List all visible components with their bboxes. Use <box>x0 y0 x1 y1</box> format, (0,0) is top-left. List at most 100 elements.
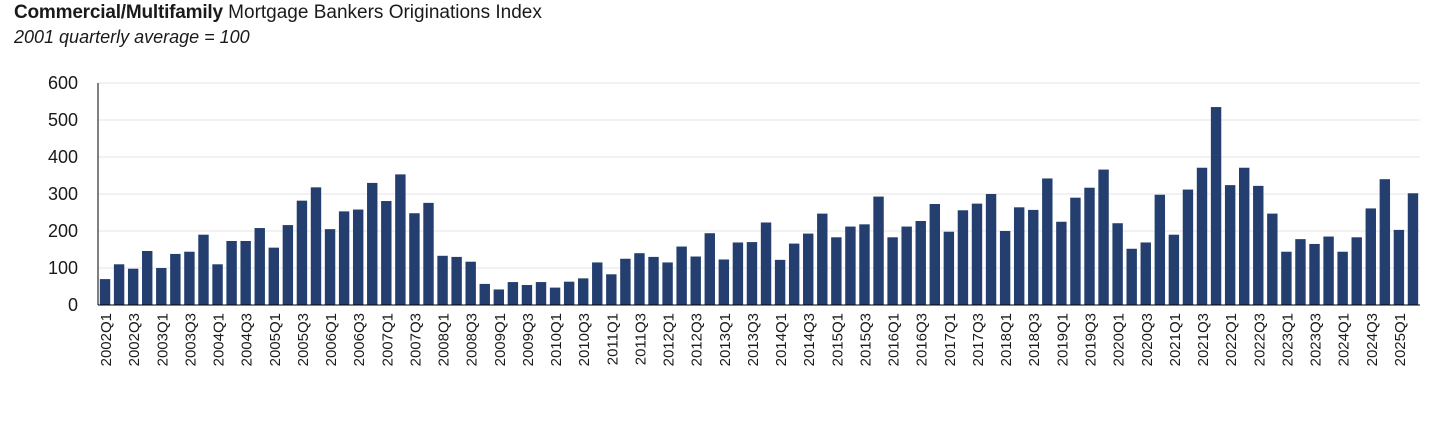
x-tick-label: 2024Q3 <box>1364 313 1381 366</box>
bar <box>662 262 673 305</box>
y-tick-label: 200 <box>48 221 78 241</box>
bar <box>212 264 223 305</box>
bar <box>887 237 898 305</box>
bar <box>732 242 744 305</box>
x-tick-label: 2011Q3 <box>633 313 650 365</box>
bar <box>127 268 139 305</box>
x-tick-label: 2024Q1 <box>1336 313 1353 366</box>
x-tick-label: 2010Q3 <box>576 313 593 366</box>
x-tick-label: 2007Q3 <box>407 313 424 366</box>
bar <box>957 210 969 305</box>
x-tick-label: 2005Q3 <box>295 313 312 366</box>
bar <box>1013 207 1025 305</box>
bar <box>395 174 406 305</box>
bar <box>324 229 336 305</box>
x-tick-label: 2008Q3 <box>464 313 481 366</box>
y-tick-label: 500 <box>48 110 78 130</box>
y-tick-label: 400 <box>48 147 78 167</box>
x-tick-label: 2020Q3 <box>1139 313 1156 366</box>
bar <box>409 213 420 305</box>
x-tick-label: 2006Q1 <box>323 313 340 366</box>
bar <box>198 234 209 305</box>
bar <box>774 259 786 305</box>
bar <box>1084 187 1095 305</box>
bar <box>985 194 997 305</box>
bar <box>282 225 294 305</box>
bar <box>845 226 856 305</box>
bar <box>1337 251 1348 305</box>
bar <box>1196 167 1208 305</box>
x-tick-label: 2022Q3 <box>1251 313 1268 366</box>
bar <box>901 226 912 305</box>
bar <box>746 242 758 305</box>
y-tick-label: 100 <box>48 258 78 278</box>
x-tick-label: 2025Q1 <box>1392 313 1409 366</box>
x-tick-label: 2014Q3 <box>801 313 818 366</box>
bar <box>1365 208 1376 305</box>
x-tick-label: 2012Q3 <box>689 313 706 366</box>
x-tick-label: 2002Q3 <box>126 313 143 366</box>
bar <box>1295 239 1306 305</box>
chart-title: Commercial/Multifamily Mortgage Bankers … <box>14 2 542 24</box>
x-tick-label: 2016Q1 <box>886 313 903 366</box>
x-tick-label: 2013Q1 <box>717 313 734 366</box>
bar <box>943 231 955 305</box>
y-tick-label: 600 <box>48 73 78 93</box>
bar <box>296 200 308 305</box>
bar <box>1379 179 1391 305</box>
bar <box>831 237 842 305</box>
bar <box>1238 167 1250 305</box>
bar <box>1267 213 1278 305</box>
bar <box>465 261 476 305</box>
x-tick-label: 2012Q1 <box>661 313 678 366</box>
bar <box>423 202 434 305</box>
bar <box>563 281 575 305</box>
bar <box>142 250 153 305</box>
bar <box>803 233 814 305</box>
bar <box>99 279 111 305</box>
bar <box>1182 189 1194 305</box>
bar <box>381 201 392 305</box>
x-tick-label: 2005Q1 <box>267 313 284 366</box>
x-tick-label: 2021Q1 <box>1167 313 1184 366</box>
bar <box>170 253 181 305</box>
x-tick-label: 2023Q3 <box>1308 313 1325 366</box>
x-tick-label: 2015Q1 <box>829 313 846 366</box>
bar <box>1070 197 1081 305</box>
bar <box>521 285 533 305</box>
bar <box>1281 251 1292 305</box>
bar <box>606 274 617 305</box>
x-tick-label: 2006Q3 <box>351 313 368 366</box>
bar <box>184 251 195 305</box>
x-tick-label: 2013Q3 <box>745 313 762 366</box>
bar <box>1154 194 1166 305</box>
x-tick-label: 2009Q3 <box>520 313 537 366</box>
bar <box>1224 185 1236 305</box>
bar <box>817 213 828 305</box>
bar <box>718 259 730 305</box>
bar <box>1028 209 1039 305</box>
x-tick-label: 2003Q3 <box>182 313 199 366</box>
bar <box>1253 185 1264 305</box>
bar <box>999 231 1011 305</box>
bar <box>254 228 265 305</box>
bar <box>549 287 561 305</box>
x-tick-label: 2020Q1 <box>1111 313 1128 366</box>
bar <box>1210 107 1222 305</box>
x-tick-label: 2007Q1 <box>379 313 396 366</box>
bar <box>1351 237 1362 305</box>
bar <box>1056 221 1067 305</box>
x-tick-label: 2004Q1 <box>211 313 228 366</box>
x-tick-label: 2010Q1 <box>548 313 565 366</box>
bar <box>1126 248 1137 305</box>
x-tick-label: 2023Q1 <box>1279 313 1296 366</box>
bar <box>676 246 687 305</box>
bar <box>507 282 519 305</box>
bar <box>268 247 280 305</box>
x-tick-label: 2016Q3 <box>914 313 931 366</box>
x-tick-label: 2022Q1 <box>1223 313 1240 366</box>
chart-title-bold: Commercial/Multifamily <box>14 2 223 23</box>
bars <box>99 107 1419 305</box>
y-tick-label: 300 <box>48 184 78 204</box>
